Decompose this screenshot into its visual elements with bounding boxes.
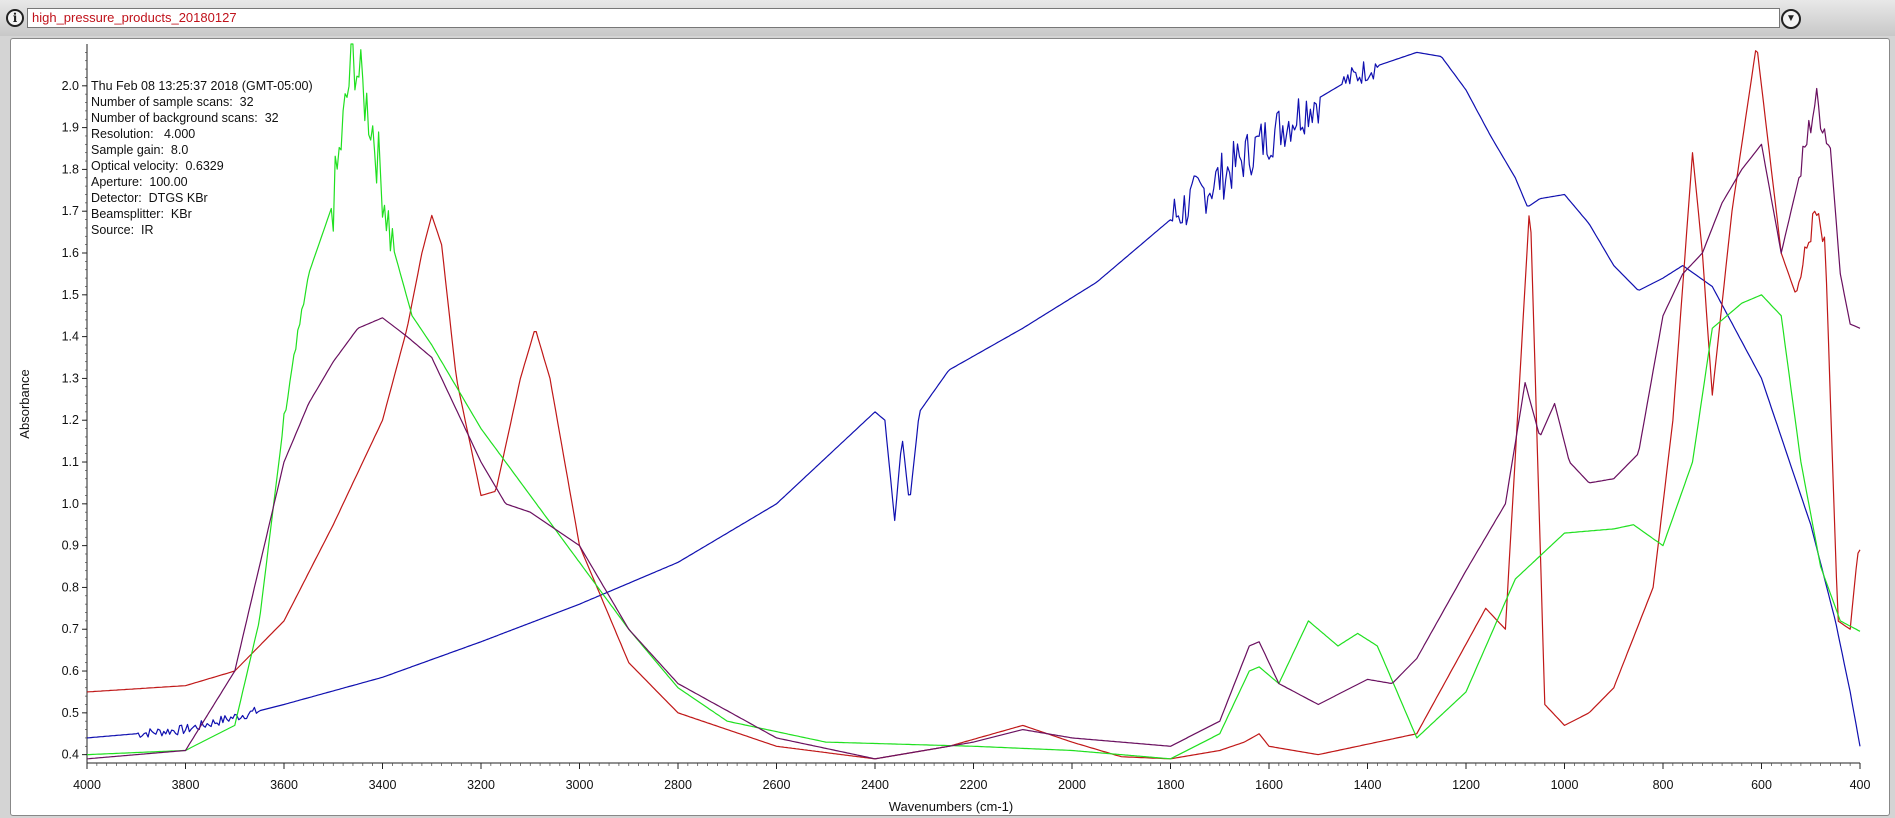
info-line: Detector: DTGS KBr — [91, 191, 208, 205]
x-tick-label: 3600 — [270, 778, 298, 792]
chevron-down-icon[interactable]: ▼ — [1781, 9, 1801, 29]
y-tick-label: 1.0 — [62, 497, 79, 511]
y-tick-label: 1.3 — [62, 371, 79, 385]
info-icon[interactable]: i — [6, 9, 24, 27]
x-tick-label: 3400 — [369, 778, 397, 792]
y-tick-label: 1.6 — [62, 246, 79, 260]
y-tick-label: 1.1 — [62, 455, 79, 469]
info-line: Beamsplitter: KBr — [91, 207, 192, 221]
info-line: Sample gain: 8.0 — [91, 143, 189, 157]
x-tick-label: 800 — [1653, 778, 1674, 792]
info-line: Number of sample scans: 32 — [91, 95, 254, 109]
info-line: Optical velocity: 0.6329 — [91, 159, 224, 173]
series-line-3 — [86, 87, 1861, 760]
series-group — [86, 43, 1861, 760]
y-tick-label: 1.9 — [62, 121, 79, 135]
y-tick-label: 1.2 — [62, 413, 79, 427]
x-tick-label: 2000 — [1058, 778, 1086, 792]
series-line-0 — [86, 51, 1861, 747]
x-tick-label: 3000 — [566, 778, 594, 792]
x-tick-label: 1800 — [1157, 778, 1185, 792]
y-tick-label: 0.7 — [62, 622, 79, 636]
x-tick-label: 2800 — [664, 778, 692, 792]
x-tick-label: 1400 — [1354, 778, 1382, 792]
y-tick-label: 0.9 — [62, 539, 79, 553]
info-line: Aperture: 100.00 — [91, 175, 188, 189]
y-tick-label: 1.8 — [62, 162, 79, 176]
axes: 0.4 0.5 0.6 0.7 0.8 0.9 1.0 1.1 1.2 1.3 1.4 1.5 1.6 1… — [62, 44, 1871, 792]
y-axis-label: Absorbance — [17, 369, 32, 438]
collection-info: Thu Feb 08 13:25:37 2018 (GMT-05:00) Numb… — [91, 78, 313, 238]
x-axis-label: Wavenumbers (cm-1) — [889, 799, 1013, 814]
x-tick-label: 2200 — [960, 778, 988, 792]
y-tick-label: 1.5 — [62, 288, 79, 302]
info-line: Thu Feb 08 13:25:37 2018 (GMT-05:00) — [91, 79, 313, 93]
spectrum-title-field[interactable]: high_pressure_products_20180127 — [27, 8, 1780, 28]
x-tick-label: 2400 — [861, 778, 889, 792]
title-bar: i high_pressure_products_20180127 ▼ — [0, 0, 1895, 36]
x-tick-label: 3200 — [467, 778, 495, 792]
x-tick-label: 400 — [1850, 778, 1871, 792]
x-tick-label: 1000 — [1551, 778, 1579, 792]
info-line: Number of background scans: 32 — [91, 111, 279, 125]
y-tick-label: 0.5 — [62, 706, 79, 720]
y-tick-label: 2.0 — [62, 79, 79, 93]
x-tick-label: 4000 — [73, 778, 101, 792]
y-tick-label: 1.7 — [62, 204, 79, 218]
info-line: Resolution: 4.000 — [91, 127, 196, 141]
series-line-2 — [87, 43, 1861, 760]
y-tick-label: 1.4 — [62, 330, 79, 344]
plot-frame — [10, 38, 1890, 816]
x-tick-label: 2600 — [763, 778, 791, 792]
y-tick-label: 0.8 — [62, 580, 79, 594]
x-tick-label: 1200 — [1452, 778, 1480, 792]
x-tick-label: 600 — [1751, 778, 1772, 792]
y-tick-label: 0.4 — [62, 748, 79, 762]
y-tick-label: 0.6 — [62, 664, 79, 678]
info-line: Source: IR — [91, 223, 154, 237]
x-tick-label: 1600 — [1255, 778, 1283, 792]
series-line-1 — [86, 50, 1861, 760]
x-tick-label: 3800 — [172, 778, 200, 792]
